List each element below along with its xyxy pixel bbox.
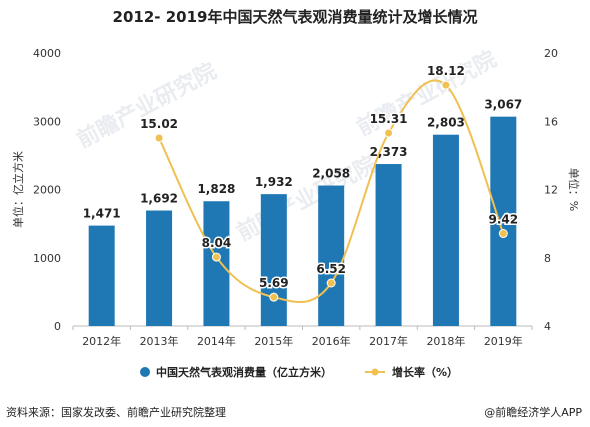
x-tick-label: 2016年 <box>312 334 351 348</box>
y-left-tick-label: 0 <box>54 320 61 333</box>
y-right-tick-label: 8 <box>544 252 551 265</box>
growth-value-label: 6.52 <box>316 262 346 276</box>
data-labels: 1,471 1,692 1,828 1,932 2,058 2,373 2,803 3,067… <box>83 63 523 292</box>
growth-point <box>269 292 279 302</box>
growth-value-label: 15.02 <box>140 117 178 131</box>
x-tick-label: 2015年 <box>254 334 293 348</box>
x-tick-label: 2019年 <box>484 334 523 348</box>
watermark-text: 前瞻产业研究院 <box>233 151 381 246</box>
bar-value-label: 2,803 <box>427 116 465 130</box>
y-left-tick-label: 4000 <box>33 47 61 60</box>
growth-point <box>211 252 221 262</box>
bar-value-label: 1,692 <box>140 192 178 206</box>
legend-bar-label: 中国天然气表观消费量（亿立方米） <box>156 365 332 379</box>
bar <box>490 116 517 326</box>
chart-title: 2012- 2019年中国天然气表观消费量统计及增长情况 <box>112 8 478 26</box>
growth-value-label: 9.42 <box>489 213 519 227</box>
bar-value-label: 1,471 <box>83 207 121 221</box>
legend-line-label: 增长率（%） <box>392 365 458 379</box>
line-series <box>154 79 508 304</box>
bar-value-label: 2,373 <box>370 145 408 159</box>
y-right-tick-label: 4 <box>544 320 551 333</box>
bar <box>203 201 230 326</box>
bar <box>318 185 345 326</box>
y-right-tick-label: 20 <box>544 47 558 60</box>
x-tick-label: 2012年 <box>82 334 121 348</box>
growth-point <box>384 128 394 138</box>
bar <box>432 134 459 326</box>
bar <box>260 194 287 326</box>
axes: 0 1000 2000 3000 4000 4 8 12 16 20 2012年 2013年 2014年… <box>11 47 581 348</box>
bar <box>375 164 402 326</box>
bar-value-label: 3,067 <box>484 98 522 112</box>
bar-value-label: 1,932 <box>255 175 293 189</box>
bar <box>146 210 173 326</box>
bar <box>88 225 115 326</box>
x-tick-label: 2017年 <box>369 334 408 348</box>
growth-point <box>326 278 336 288</box>
y-right-axis-title: 单位：% <box>567 168 581 211</box>
bar-series <box>88 116 517 326</box>
growth-value-label: 8.04 <box>202 236 232 250</box>
growth-value-label: 15.31 <box>370 112 408 126</box>
watermark-text: 前瞻产业研究院 <box>73 58 221 153</box>
legend: 中国天然气表观消费量（亿立方米） 增长率（%） <box>140 365 458 379</box>
brand-credit: @前瞻经济学人APP <box>484 406 582 419</box>
y-left-tick-label: 3000 <box>33 115 61 128</box>
x-tick-label: 2013年 <box>140 334 179 348</box>
growth-point <box>498 229 508 239</box>
y-left-tick-label: 2000 <box>33 184 61 197</box>
legend-line-dot <box>371 368 379 376</box>
bar-value-label: 1,828 <box>197 182 235 196</box>
x-tick-label: 2018年 <box>426 334 465 348</box>
growth-point <box>154 133 164 143</box>
legend-bar-marker <box>140 367 150 377</box>
y-right-tick-label: 12 <box>544 184 558 197</box>
y-left-axis-title: 单位：亿立方米 <box>11 151 25 228</box>
bar-value-label: 2,058 <box>312 167 350 181</box>
growth-value-label: 5.69 <box>259 276 289 290</box>
x-tick-label: 2014年 <box>197 334 236 348</box>
growth-point <box>441 80 451 90</box>
y-left-tick-label: 1000 <box>33 252 61 265</box>
growth-value-label: 18.12 <box>427 64 465 78</box>
y-right-tick-label: 16 <box>544 115 558 128</box>
source-note: 资料来源：国家发改委、前瞻产业研究院整理 <box>6 406 226 419</box>
